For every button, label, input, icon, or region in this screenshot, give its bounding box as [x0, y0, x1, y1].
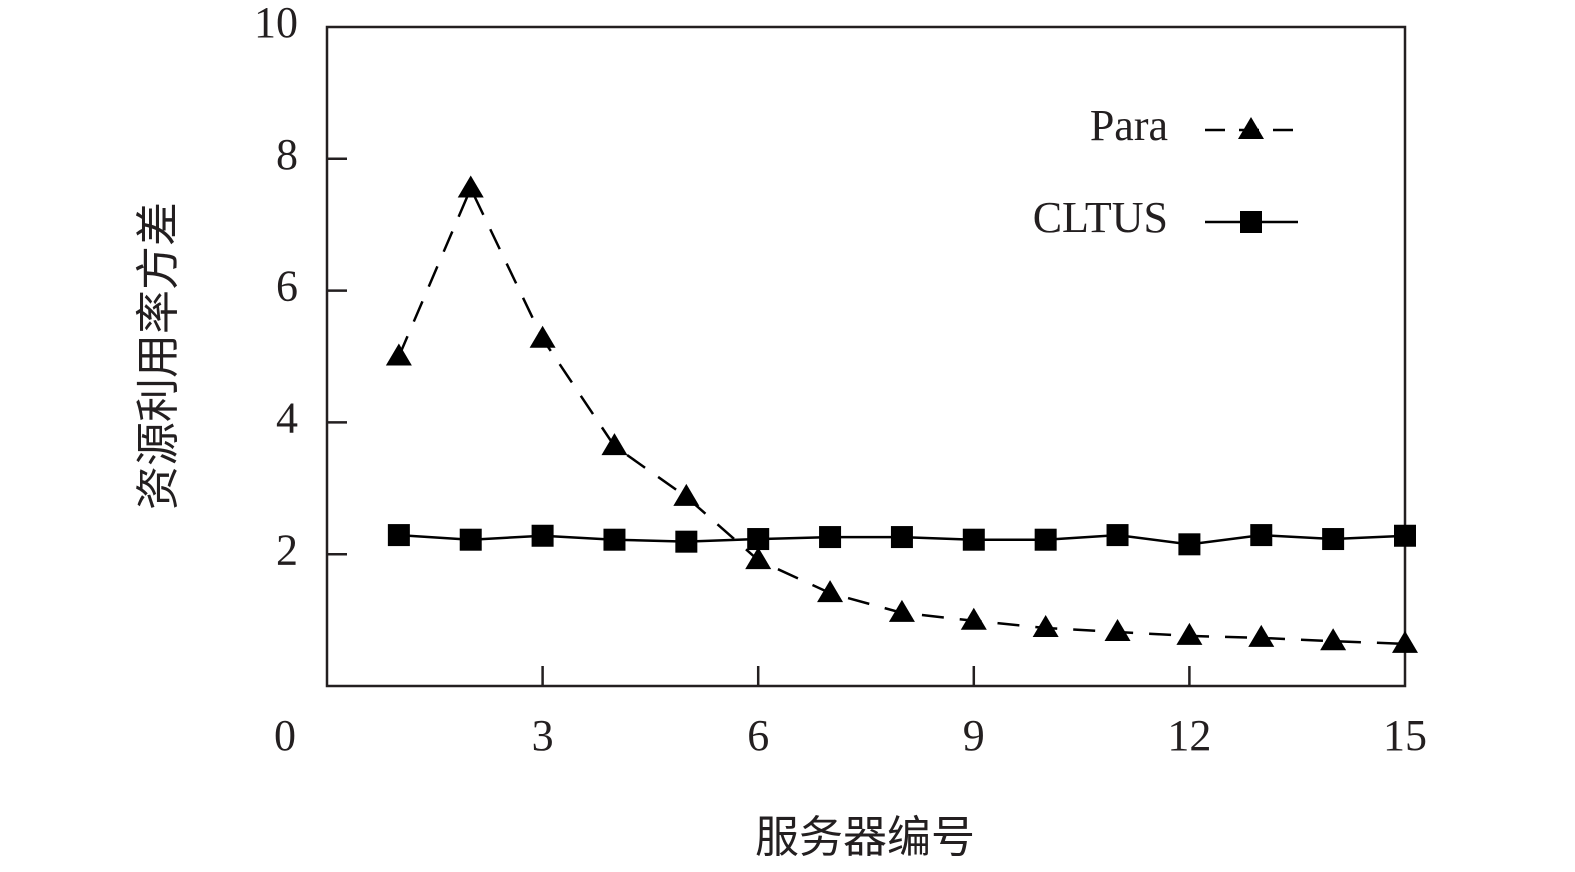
marker — [601, 433, 628, 456]
marker — [1320, 628, 1347, 651]
plot-frame — [325, 25, 1407, 688]
marker — [747, 528, 770, 551]
marker — [529, 325, 556, 348]
marker — [457, 175, 484, 198]
marker — [531, 524, 554, 547]
x-tick-label: 9 — [963, 711, 985, 760]
series-line — [397, 185, 1406, 646]
marker — [1178, 533, 1201, 556]
legend-label: CLTUS — [1033, 193, 1168, 242]
marker — [1104, 618, 1131, 641]
marker — [1034, 528, 1057, 551]
y-tick-label: 6 — [276, 262, 298, 311]
x-axis-label: 服务器编号 — [755, 813, 975, 862]
marker — [1176, 622, 1203, 645]
marker — [459, 528, 482, 551]
legend-label: Para — [1090, 101, 1168, 150]
x-tick-label: 3 — [532, 711, 554, 760]
marker — [673, 483, 700, 506]
marker — [1106, 524, 1129, 547]
x-tick-label: 6 — [747, 711, 769, 760]
x-tick-label: 12 — [1167, 711, 1211, 760]
x-tick-label: 0 — [274, 711, 296, 760]
marker — [962, 528, 985, 551]
legend-marker — [1238, 117, 1264, 139]
marker — [888, 599, 915, 622]
marker — [890, 526, 913, 549]
marker — [1392, 630, 1418, 653]
marker — [1322, 528, 1345, 551]
marker — [1032, 615, 1059, 638]
marker — [1394, 524, 1416, 547]
marker — [819, 526, 842, 549]
y-tick-label: 4 — [276, 393, 298, 442]
marker — [745, 547, 772, 570]
marker — [387, 524, 410, 547]
marker — [817, 580, 844, 603]
legend-marker — [1240, 211, 1262, 233]
marker — [603, 528, 626, 551]
x-tick-label: 15 — [1383, 711, 1427, 760]
marker — [1250, 524, 1273, 547]
marker — [675, 530, 698, 553]
marker — [1248, 624, 1275, 647]
marker — [960, 607, 987, 630]
y-tick-label: 8 — [276, 130, 298, 179]
y-axis-label: 资源利用率方差 — [134, 202, 183, 510]
y-tick-label: 2 — [276, 525, 298, 574]
marker — [385, 343, 412, 366]
y-tick-label: 10 — [254, 0, 298, 47]
